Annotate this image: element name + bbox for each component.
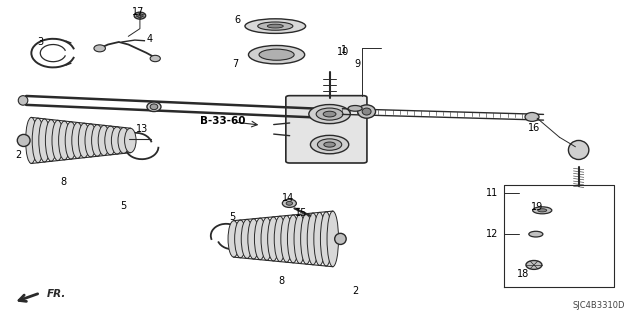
Ellipse shape — [94, 45, 106, 52]
Ellipse shape — [529, 231, 543, 237]
Ellipse shape — [316, 108, 343, 120]
Ellipse shape — [78, 123, 90, 158]
Ellipse shape — [294, 214, 305, 263]
Ellipse shape — [52, 120, 63, 160]
Text: 2: 2 — [15, 150, 22, 160]
Ellipse shape — [105, 126, 116, 155]
Text: 3: 3 — [37, 37, 44, 47]
FancyBboxPatch shape — [286, 96, 367, 163]
Text: 18: 18 — [517, 270, 529, 279]
Ellipse shape — [323, 111, 336, 117]
Text: 9: 9 — [354, 59, 360, 69]
Ellipse shape — [228, 221, 239, 257]
Ellipse shape — [286, 201, 292, 205]
Ellipse shape — [321, 212, 332, 266]
Ellipse shape — [261, 218, 273, 260]
Ellipse shape — [268, 24, 284, 28]
Ellipse shape — [134, 12, 146, 19]
Text: 17: 17 — [132, 7, 144, 17]
Text: 15: 15 — [294, 209, 307, 219]
Text: 10: 10 — [337, 47, 349, 57]
Text: 8: 8 — [60, 177, 67, 187]
Ellipse shape — [274, 216, 285, 262]
Text: 5: 5 — [120, 201, 127, 211]
Ellipse shape — [32, 118, 44, 163]
Text: 1: 1 — [341, 45, 348, 55]
Ellipse shape — [118, 128, 129, 153]
Ellipse shape — [150, 104, 158, 110]
Text: B-33-60: B-33-60 — [200, 116, 246, 126]
Ellipse shape — [348, 106, 362, 111]
Ellipse shape — [98, 125, 109, 156]
Ellipse shape — [125, 128, 136, 153]
Text: 5: 5 — [228, 212, 235, 222]
Ellipse shape — [19, 96, 28, 105]
Text: FR.: FR. — [47, 288, 66, 299]
Ellipse shape — [268, 217, 279, 261]
Ellipse shape — [307, 213, 319, 265]
Ellipse shape — [281, 216, 292, 262]
Ellipse shape — [235, 220, 246, 258]
Text: 7: 7 — [232, 59, 239, 69]
Ellipse shape — [245, 19, 306, 33]
Ellipse shape — [287, 215, 299, 263]
Ellipse shape — [532, 207, 552, 214]
Text: 4: 4 — [147, 34, 152, 44]
Ellipse shape — [150, 55, 161, 62]
Ellipse shape — [568, 140, 589, 160]
Ellipse shape — [72, 122, 83, 159]
Ellipse shape — [282, 199, 296, 207]
Ellipse shape — [310, 135, 349, 154]
Ellipse shape — [248, 219, 259, 259]
Ellipse shape — [362, 108, 371, 115]
Ellipse shape — [248, 46, 305, 64]
Text: 16: 16 — [528, 123, 540, 133]
Text: 14: 14 — [282, 193, 294, 203]
Ellipse shape — [258, 22, 293, 30]
Ellipse shape — [259, 49, 294, 60]
Ellipse shape — [241, 219, 253, 258]
Text: SJC4B3310D: SJC4B3310D — [573, 301, 625, 310]
Ellipse shape — [327, 211, 339, 267]
Ellipse shape — [85, 124, 97, 157]
Ellipse shape — [17, 134, 30, 146]
Ellipse shape — [59, 121, 70, 160]
Ellipse shape — [137, 14, 143, 18]
Text: 8: 8 — [278, 276, 285, 286]
Ellipse shape — [538, 209, 547, 212]
Ellipse shape — [317, 139, 342, 150]
Ellipse shape — [301, 214, 312, 264]
Ellipse shape — [309, 105, 350, 123]
Ellipse shape — [147, 102, 161, 112]
Ellipse shape — [526, 261, 542, 269]
Text: 13: 13 — [136, 124, 148, 134]
Ellipse shape — [324, 142, 335, 147]
Ellipse shape — [314, 212, 325, 265]
Ellipse shape — [358, 105, 376, 118]
Ellipse shape — [65, 122, 77, 159]
Text: 19: 19 — [531, 202, 543, 212]
Text: 2: 2 — [352, 286, 358, 296]
Text: 11: 11 — [486, 188, 499, 198]
Ellipse shape — [111, 127, 123, 154]
Ellipse shape — [335, 233, 346, 244]
Ellipse shape — [525, 113, 539, 122]
Ellipse shape — [26, 117, 37, 163]
Ellipse shape — [92, 125, 103, 156]
Ellipse shape — [39, 119, 51, 162]
Ellipse shape — [45, 120, 57, 161]
Text: 6: 6 — [234, 15, 240, 25]
Ellipse shape — [255, 218, 266, 260]
Text: 12: 12 — [486, 229, 499, 239]
